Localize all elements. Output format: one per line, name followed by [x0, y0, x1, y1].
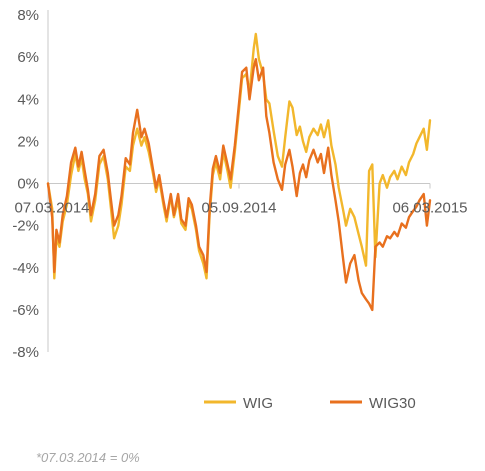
y-tick-label: -6% [12, 302, 39, 319]
y-tick-label: 8% [17, 7, 39, 24]
x-tick-label: 07.03.2014 [14, 200, 89, 217]
series-line-wig30 [46, 58, 432, 312]
x-tick-label: 06.03.2015 [392, 200, 467, 217]
legend-label-wig: WIG [243, 395, 273, 412]
y-tick-label: -8% [12, 344, 39, 361]
y-axis-tick-labels: -8% -6% -4% -2% 0% 2% 4% 6% 8% [12, 7, 39, 361]
series-lines [46, 32, 432, 312]
x-tick-label: 05.09.2014 [201, 200, 276, 217]
y-tick-label: -2% [12, 218, 39, 235]
legend: WIG WIG30 [204, 395, 416, 412]
y-tick-label: 0% [17, 176, 39, 193]
y-tick-label: 4% [17, 91, 39, 108]
x-axis-tick-labels: 07.03.2014 05.09.2014 06.03.2015 [14, 200, 467, 217]
y-tick-label: -4% [12, 260, 39, 277]
y-tick-label: 6% [17, 49, 39, 66]
legend-label-wig30: WIG30 [369, 395, 416, 412]
y-tick-label: 2% [17, 133, 39, 150]
chart-footnote: *07.03.2014 = 0% [36, 450, 140, 465]
